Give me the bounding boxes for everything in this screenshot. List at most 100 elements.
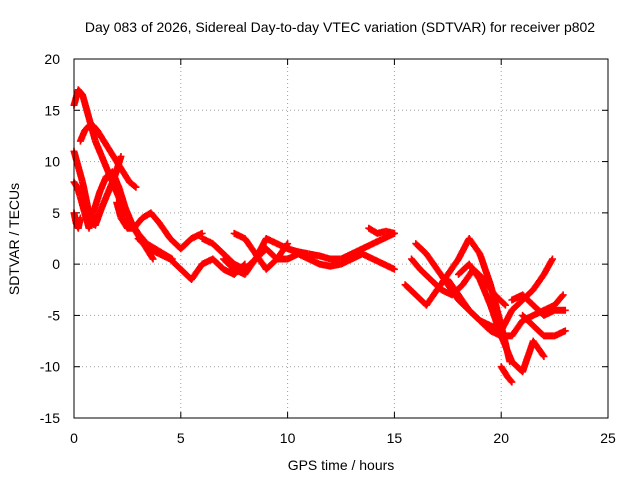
data-point-segment (70, 147, 82, 169)
data-point-segment (519, 339, 537, 376)
data-point-segment (476, 250, 494, 287)
series-arc-18 (508, 291, 569, 319)
data-point-segment (476, 276, 494, 308)
data-point (390, 229, 398, 237)
series-arc-4 (76, 122, 140, 191)
data-point-segment (529, 322, 547, 339)
data-point (284, 240, 292, 248)
data-point-segment (89, 190, 103, 217)
data-point-segment (408, 255, 423, 272)
plot-frame (73, 58, 609, 419)
data-point-segment (126, 178, 139, 190)
data-point-segment (433, 265, 451, 287)
data-point-segment (76, 194, 88, 215)
data-point-segment (529, 301, 547, 318)
data-point-segment (108, 168, 122, 190)
data-point (149, 255, 157, 263)
data-point-segment (529, 272, 547, 294)
data-point-segment (465, 260, 483, 282)
series-arc-10 (230, 229, 292, 273)
chart-title: Day 083 of 2026, Sidereal Day-to-day VTE… (85, 19, 595, 35)
data-point-segment (134, 235, 152, 252)
data-point-segment (491, 291, 508, 308)
data-point-segment (98, 190, 112, 212)
series-arc-11 (365, 224, 398, 237)
data-point-segment (209, 240, 226, 257)
data-marks (70, 86, 569, 386)
data-point-segment (455, 291, 472, 313)
data-point (561, 306, 569, 314)
data-point-segment (540, 256, 556, 278)
data-point (132, 183, 140, 191)
data-point-segment (98, 152, 112, 174)
y-tick-label: 20 (44, 51, 60, 67)
data-point-segment (74, 163, 86, 184)
series-arc-15 (444, 276, 567, 340)
y-tick-label: 5 (52, 205, 60, 221)
y-tick-label: 10 (44, 154, 60, 170)
data-point-segment (508, 297, 525, 314)
data-point-segment (241, 256, 259, 278)
series-arc-19 (519, 311, 569, 340)
data-point-segment (416, 265, 434, 282)
data-point-segment (96, 174, 109, 196)
data-point-segment (166, 255, 184, 272)
data-point-segment (147, 209, 162, 226)
data-point-segment (155, 219, 173, 241)
data-point (561, 327, 569, 335)
data-point-segment (220, 255, 237, 272)
series-arc-13 (408, 255, 509, 309)
data-point-segment (412, 240, 429, 257)
data-point-segment (422, 287, 440, 309)
series-arc-17 (497, 363, 516, 386)
data-point-segment (89, 122, 101, 134)
data-point-segment (220, 250, 237, 267)
data-point-segment (465, 306, 483, 323)
y-tick-label: 0 (52, 256, 60, 272)
data-point-segment (519, 311, 536, 329)
x-tick-label: 0 (70, 430, 78, 446)
data-point-segment (487, 301, 505, 338)
data-point-segment (519, 291, 536, 308)
y-tick-label: 15 (44, 102, 60, 118)
data-point-segment (504, 373, 515, 385)
data-point (390, 265, 398, 273)
data-point-segment (465, 235, 483, 257)
x-tick-label: 15 (387, 430, 403, 446)
data-point (548, 255, 556, 263)
data-point-segment (113, 199, 125, 220)
data-point-segment (497, 332, 515, 364)
data-point-segment (130, 215, 145, 232)
data-point-segment (444, 256, 462, 278)
data-point-segment (262, 256, 280, 273)
data-point-segment (115, 183, 129, 210)
data-point (501, 301, 509, 309)
y-tick-label: -5 (48, 307, 61, 323)
data-point (76, 214, 84, 222)
data-point-segment (508, 318, 526, 340)
data-point-segment (444, 276, 462, 298)
axis-ticks: 0 5 10 15 20 25 -15 -10 -5 0 5 10 15 20 (40, 51, 616, 446)
data-point-segment (422, 250, 440, 272)
series-arc-9 (220, 245, 398, 278)
data-point-segment (166, 235, 184, 252)
data-point-segment (241, 235, 259, 257)
data-point (117, 152, 125, 160)
y-tick-label: -15 (40, 410, 60, 426)
data-point-segment (209, 255, 226, 272)
data-point-segment (480, 276, 498, 298)
x-tick-label: 20 (493, 430, 509, 446)
data-point-segment (177, 236, 194, 253)
data-point-segment (401, 281, 419, 298)
data-point-segment (551, 292, 566, 309)
x-tick-label: 5 (177, 430, 185, 446)
x-tick-label: 25 (600, 430, 616, 446)
data-point-segment (273, 241, 291, 263)
y-tick-label: -10 (40, 359, 60, 375)
y-axis-label: SDTVAR / TECUs (6, 183, 22, 295)
data-point-segment (121, 204, 135, 226)
data-point-segment (476, 317, 493, 334)
data-point-segment (91, 137, 105, 159)
data-point-segment (91, 205, 105, 229)
